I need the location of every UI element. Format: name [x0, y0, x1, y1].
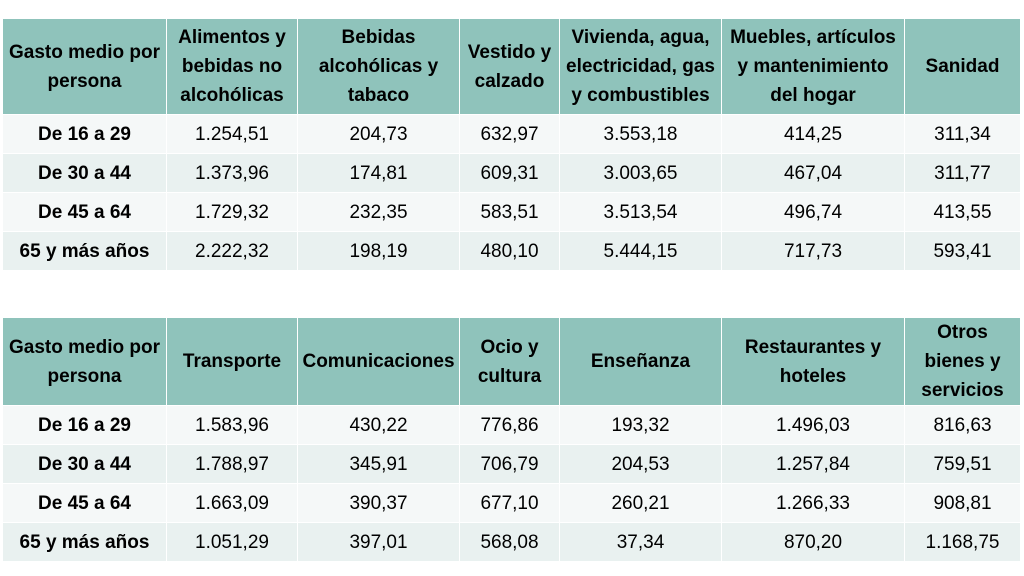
cell: 193,32: [559, 405, 722, 445]
spending-table-2: Gasto medio por persona Transporte Comun…: [2, 317, 1021, 562]
row-label: De 30 a 44: [2, 153, 167, 193]
cell: 1.373,96: [166, 153, 298, 193]
cell: 1.663,09: [166, 483, 298, 523]
header-cell: Enseñanza: [559, 317, 722, 406]
cell: 677,10: [459, 483, 560, 523]
cell: 1.729,32: [166, 192, 298, 232]
header-cell: Alimentos y bebidas no alcohólicas: [166, 18, 298, 115]
cell: 776,86: [459, 405, 560, 445]
cell: 816,63: [904, 405, 1021, 445]
table-row: De 45 a 64 1.663,09 390,37 677,10 260,21…: [2, 483, 1021, 523]
row-label: De 45 a 64: [2, 483, 167, 523]
header-row: Gasto medio por persona Transporte Comun…: [2, 317, 1021, 406]
cell: 174,81: [297, 153, 460, 193]
cell: 413,55: [904, 192, 1021, 232]
header-cell: Bebidas alcohólicas y tabaco: [297, 18, 460, 115]
row-label: De 30 a 44: [2, 444, 167, 484]
cell: 480,10: [459, 231, 560, 271]
cell: 3.553,18: [559, 114, 722, 154]
cell: 311,77: [904, 153, 1021, 193]
table-row: De 30 a 44 1.373,96 174,81 609,31 3.003,…: [2, 153, 1021, 193]
cell: 232,35: [297, 192, 460, 232]
cell: 37,34: [559, 522, 722, 562]
header-cell: Gasto medio por persona: [2, 18, 167, 115]
spending-table-1: Gasto medio por persona Alimentos y bebi…: [2, 18, 1021, 271]
cell: 1.168,75: [904, 522, 1021, 562]
cell: 568,08: [459, 522, 560, 562]
cell: 706,79: [459, 444, 560, 484]
cell: 593,41: [904, 231, 1021, 271]
cell: 204,73: [297, 114, 460, 154]
header-cell: Vestido y calzado: [459, 18, 560, 115]
header-cell: Otros bienes y servicios: [904, 317, 1021, 406]
cell: 496,74: [721, 192, 905, 232]
cell: 430,22: [297, 405, 460, 445]
header-cell: Vivienda, agua, electricidad, gas y comb…: [559, 18, 722, 115]
cell: 870,20: [721, 522, 905, 562]
cell: 583,51: [459, 192, 560, 232]
cell: 397,01: [297, 522, 460, 562]
row-label: De 16 a 29: [2, 405, 167, 445]
row-label: 65 y más años: [2, 522, 167, 562]
table-row: De 16 a 29 1.583,96 430,22 776,86 193,32…: [2, 405, 1021, 445]
cell: 1.051,29: [166, 522, 298, 562]
table-row: 65 y más años 2.222,32 198,19 480,10 5.4…: [2, 231, 1021, 271]
header-cell: Muebles, artículos y mantenimiento del h…: [721, 18, 905, 115]
header-cell: Ocio y cultura: [459, 317, 560, 406]
cell: 3.513,54: [559, 192, 722, 232]
table-row: De 16 a 29 1.254,51 204,73 632,97 3.553,…: [2, 114, 1021, 154]
cell: 1.254,51: [166, 114, 298, 154]
table-row: De 45 a 64 1.729,32 232,35 583,51 3.513,…: [2, 192, 1021, 232]
row-label: 65 y más años: [2, 231, 167, 271]
cell: 609,31: [459, 153, 560, 193]
header-cell: Restaurantes y hoteles: [721, 317, 905, 406]
cell: 1.257,84: [721, 444, 905, 484]
cell: 908,81: [904, 483, 1021, 523]
cell: 198,19: [297, 231, 460, 271]
table-row: De 30 a 44 1.788,97 345,91 706,79 204,53…: [2, 444, 1021, 484]
cell: 5.444,15: [559, 231, 722, 271]
header-cell: Gasto medio por persona: [2, 317, 167, 406]
cell: 204,53: [559, 444, 722, 484]
cell: 1.496,03: [721, 405, 905, 445]
cell: 390,37: [297, 483, 460, 523]
cell: 2.222,32: [166, 231, 298, 271]
row-label: De 45 a 64: [2, 192, 167, 232]
header-cell: Comunicaciones: [297, 317, 460, 406]
header-row: Gasto medio por persona Alimentos y bebi…: [2, 18, 1021, 115]
table-row: 65 y más años 1.051,29 397,01 568,08 37,…: [2, 522, 1021, 562]
header-cell: Sanidad: [904, 18, 1021, 115]
cell: 717,73: [721, 231, 905, 271]
cell: 311,34: [904, 114, 1021, 154]
cell: 1.788,97: [166, 444, 298, 484]
cell: 1.583,96: [166, 405, 298, 445]
cell: 759,51: [904, 444, 1021, 484]
cell: 260,21: [559, 483, 722, 523]
cell: 1.266,33: [721, 483, 905, 523]
cell: 414,25: [721, 114, 905, 154]
cell: 632,97: [459, 114, 560, 154]
cell: 345,91: [297, 444, 460, 484]
header-cell: Transporte: [166, 317, 298, 406]
row-label: De 16 a 29: [2, 114, 167, 154]
cell: 3.003,65: [559, 153, 722, 193]
cell: 467,04: [721, 153, 905, 193]
